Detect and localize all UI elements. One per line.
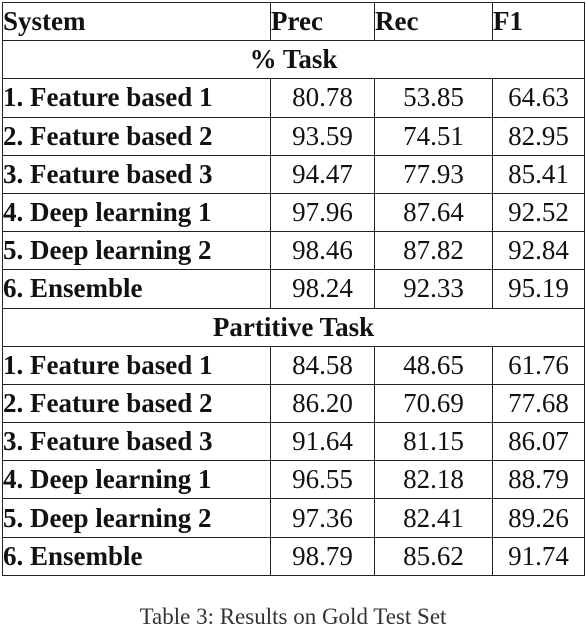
rec-cell: 92.33 — [374, 269, 493, 309]
header-row: System Prec Rec F1 — [2, 1, 585, 42]
section-title-partitive-task: Partitive Task — [2, 307, 585, 347]
table-row: 5. Deep learning 2 98.46 87.82 92.84 — [2, 231, 585, 271]
prec-cell: 98.46 — [270, 231, 375, 271]
f1-cell: 95.19 — [492, 269, 585, 309]
table-row: 5. Deep learning 2 97.36 82.41 89.26 — [2, 498, 585, 538]
section-header-row: Partitive Task — [2, 307, 585, 347]
system-cell: 4. Deep learning 1 — [2, 192, 271, 233]
prec-cell: 91.64 — [270, 422, 375, 462]
prec-cell: 86.20 — [270, 383, 375, 424]
system-cell: 6. Ensemble — [2, 269, 271, 309]
rec-cell: 77.93 — [374, 154, 493, 194]
section-title-percent-task: % Task — [2, 40, 585, 80]
f1-cell: 82.95 — [492, 116, 585, 156]
table-row: 3. Feature based 3 91.64 81.15 86.07 — [2, 422, 585, 462]
table-caption: Table 3: Results on Gold Test Set — [139, 604, 447, 629]
table-row: 2. Feature based 2 86.20 70.69 77.68 — [2, 383, 585, 424]
rec-cell: 85.62 — [374, 536, 493, 576]
table-row: 6. Ensemble 98.79 85.62 91.74 — [2, 536, 585, 576]
prec-cell: 96.55 — [270, 460, 375, 500]
f1-cell: 92.52 — [492, 192, 585, 233]
section-header-row: % Task — [2, 40, 585, 80]
header-system: System — [2, 1, 271, 42]
results-table: System Prec Rec F1 % Task 1. Feature bas… — [2, 1, 585, 576]
f1-cell: 86.07 — [492, 422, 585, 462]
system-cell: 3. Feature based 3 — [2, 422, 271, 462]
table-row: 3. Feature based 3 94.47 77.93 85.41 — [2, 154, 585, 194]
rec-cell: 70.69 — [374, 383, 493, 424]
f1-cell: 85.41 — [492, 154, 585, 194]
rec-cell: 74.51 — [374, 116, 493, 156]
rec-cell: 48.65 — [374, 345, 493, 385]
system-cell: 3. Feature based 3 — [2, 154, 271, 194]
rec-cell: 81.15 — [374, 422, 493, 462]
system-cell: 4. Deep learning 1 — [2, 460, 271, 500]
table-row: 6. Ensemble 98.24 92.33 95.19 — [2, 269, 585, 309]
f1-cell: 88.79 — [492, 460, 585, 500]
f1-cell: 61.76 — [492, 345, 585, 385]
table-row: 2. Feature based 2 93.59 74.51 82.95 — [2, 116, 585, 156]
table-row: 1. Feature based 1 84.58 48.65 61.76 — [2, 345, 585, 385]
header-prec: Prec — [270, 1, 375, 42]
prec-cell: 98.24 — [270, 269, 375, 309]
f1-cell: 92.84 — [492, 231, 585, 271]
rec-cell: 87.82 — [374, 231, 493, 271]
system-cell: 2. Feature based 2 — [2, 383, 271, 424]
rec-cell: 87.64 — [374, 192, 493, 233]
f1-cell: 89.26 — [492, 498, 585, 538]
prec-cell: 97.96 — [270, 192, 375, 233]
rec-cell: 82.41 — [374, 498, 493, 538]
f1-cell: 64.63 — [492, 78, 585, 118]
system-cell: 5. Deep learning 2 — [2, 231, 271, 271]
prec-cell: 93.59 — [270, 116, 375, 156]
system-cell: 6. Ensemble — [2, 536, 271, 576]
header-rec: Rec — [374, 1, 493, 42]
system-cell: 2. Feature based 2 — [2, 116, 271, 156]
rec-cell: 82.18 — [374, 460, 493, 500]
table-row: 1. Feature based 1 80.78 53.85 64.63 — [2, 78, 585, 118]
system-cell: 1. Feature based 1 — [2, 345, 271, 385]
system-cell: 5. Deep learning 2 — [2, 498, 271, 538]
f1-cell: 77.68 — [492, 383, 585, 424]
f1-cell: 91.74 — [492, 536, 585, 576]
prec-cell: 97.36 — [270, 498, 375, 538]
table-row: 4. Deep learning 1 97.96 87.64 92.52 — [2, 192, 585, 233]
prec-cell: 84.58 — [270, 345, 375, 385]
table-row: 4. Deep learning 1 96.55 82.18 88.79 — [2, 460, 585, 500]
prec-cell: 80.78 — [270, 78, 375, 118]
prec-cell: 98.79 — [270, 536, 375, 576]
prec-cell: 94.47 — [270, 154, 375, 194]
system-cell: 1. Feature based 1 — [2, 78, 271, 118]
rec-cell: 53.85 — [374, 78, 493, 118]
header-f1: F1 — [492, 1, 585, 42]
